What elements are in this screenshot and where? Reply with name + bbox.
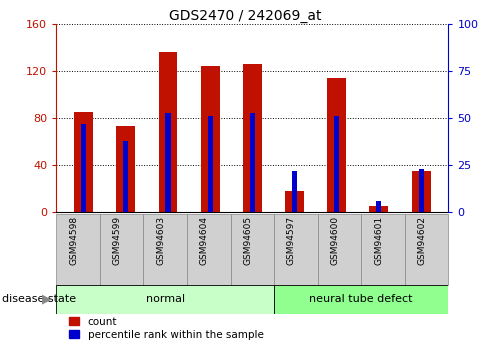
Bar [405, 214, 448, 285]
Bar [123, 141, 128, 212]
Text: GSM94605: GSM94605 [244, 216, 252, 265]
Bar [201, 67, 220, 212]
Bar [187, 214, 231, 285]
Bar [292, 171, 297, 212]
Bar [361, 214, 405, 285]
Bar [418, 169, 423, 212]
Text: neural tube defect: neural tube defect [310, 294, 413, 304]
Text: disease state: disease state [2, 294, 76, 304]
Bar [250, 112, 255, 212]
Text: normal: normal [146, 294, 185, 304]
Bar [208, 116, 213, 212]
Text: GSM94599: GSM94599 [113, 216, 122, 265]
Text: GSM94603: GSM94603 [156, 216, 165, 265]
Bar [231, 214, 274, 285]
Text: GSM94604: GSM94604 [200, 216, 209, 265]
Bar [144, 214, 187, 285]
Bar [412, 171, 431, 212]
Bar [74, 112, 93, 212]
Bar [376, 201, 381, 212]
Text: GSM94597: GSM94597 [287, 216, 296, 265]
Legend: count, percentile rank within the sample: count, percentile rank within the sample [69, 317, 264, 340]
Text: GSM94602: GSM94602 [417, 216, 427, 265]
Bar [369, 206, 389, 212]
Text: GSM94598: GSM94598 [69, 216, 78, 265]
Bar [334, 116, 339, 212]
Text: GSM94601: GSM94601 [374, 216, 383, 265]
Bar [166, 112, 171, 212]
Text: GSM94600: GSM94600 [330, 216, 340, 265]
Bar [318, 214, 361, 285]
Bar [116, 126, 135, 212]
Text: ▶: ▶ [42, 293, 51, 306]
Bar [100, 214, 144, 285]
Bar [158, 52, 177, 212]
Bar [243, 64, 262, 212]
Text: GDS2470 / 242069_at: GDS2470 / 242069_at [169, 9, 321, 23]
Bar [274, 214, 318, 285]
Bar [327, 78, 346, 212]
Bar [274, 285, 448, 314]
Bar [285, 191, 304, 212]
Bar [56, 214, 100, 285]
Bar [56, 285, 274, 314]
Bar [81, 124, 86, 212]
